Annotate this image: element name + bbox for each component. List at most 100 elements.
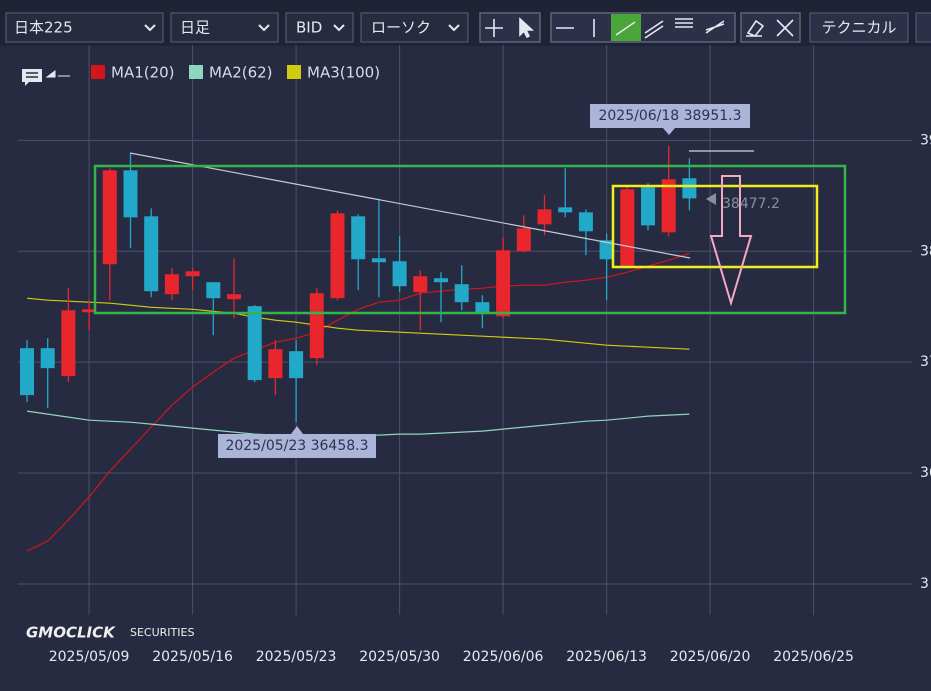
ma-line (26, 297, 690, 350)
candle-body (475, 302, 490, 313)
candle (661, 145, 676, 237)
chevron (144, 24, 156, 32)
tool-buttons (479, 12, 801, 43)
candle (330, 210, 345, 301)
more-button[interactable] (915, 12, 931, 43)
y-tick-label: 38 (920, 243, 931, 259)
symbol-dropdown[interactable]: 日本225 (5, 12, 164, 43)
dropdown-text: 日本225 (14, 19, 73, 37)
candle-body (82, 309, 97, 313)
candle-body (102, 170, 117, 265)
legend-swatch (91, 65, 105, 79)
candle (185, 268, 200, 291)
candle-body (144, 216, 159, 292)
legend-swatch (189, 65, 203, 79)
candle (620, 185, 635, 269)
candle (206, 282, 221, 336)
candle (413, 270, 428, 331)
x-tick-label: 2025/05/30 (359, 649, 440, 665)
candle-body (330, 213, 345, 299)
button-text: テクニカル (821, 19, 896, 37)
candle-body (454, 284, 469, 303)
style-dropdown[interactable]: ローソク (360, 12, 469, 43)
candle (268, 340, 283, 396)
period-dropdown[interactable]: 日足 (170, 12, 279, 43)
candle (641, 183, 655, 231)
candle (537, 195, 552, 236)
technical-button[interactable]: テクニカル (809, 12, 909, 43)
tooltip-box (590, 104, 750, 128)
logo-brand: GMOCLICK (26, 624, 116, 642)
chevron (448, 24, 460, 32)
logo: GMOCLICK SECURITIES (26, 624, 194, 642)
eraser-button[interactable] (746, 19, 765, 37)
legend-icon-lines (26, 72, 38, 78)
candle-body (371, 258, 386, 263)
candle (496, 237, 511, 319)
chevron (333, 24, 345, 32)
pointer-button[interactable] (519, 17, 535, 39)
legend-swatch (287, 65, 301, 79)
candle-body (558, 207, 573, 213)
candle-body (185, 271, 200, 277)
y-tick-label: 37 (920, 354, 931, 370)
crosshair-button[interactable] (485, 19, 503, 37)
button-group (740, 12, 801, 43)
tooltip-box (218, 434, 376, 458)
candle (82, 300, 97, 331)
chevron (258, 24, 270, 32)
legend-label: MA2(62) (209, 64, 273, 82)
grid: 39 38 37 36 3 2025/05/09 2025/05/16 2025/05/23 2… (18, 45, 931, 665)
down-arrow (709, 175, 753, 307)
fr-button[interactable] (675, 18, 693, 28)
candle (309, 288, 324, 366)
yellow-box (611, 184, 819, 269)
candle (247, 305, 262, 383)
candle (578, 209, 593, 256)
candle-body (268, 349, 283, 379)
x-tick-label: 2025/05/16 (152, 649, 233, 665)
price-dropdown[interactable]: BID (285, 12, 354, 43)
logo-sub: SECURITIES (130, 626, 194, 639)
drawings (93, 150, 847, 315)
ff-button[interactable] (705, 20, 725, 34)
candle-body (164, 274, 179, 295)
channel-button[interactable] (644, 20, 664, 39)
erase-all-button[interactable] (776, 19, 794, 37)
candle (164, 268, 179, 301)
trendline-icon (615, 21, 636, 36)
current-price: 38477.2 (722, 196, 780, 212)
legend-label: MA3(100) (307, 64, 380, 82)
candle-body (123, 170, 138, 218)
green-box (93, 164, 847, 315)
candle-body (309, 293, 324, 359)
candle-body (206, 282, 221, 299)
x-tick-label: 2025/06/06 (463, 649, 544, 665)
low-tooltip: 2025/05/23 36458.3 (225, 438, 368, 454)
candle-body (496, 250, 511, 317)
trend-line (129, 152, 691, 259)
candle (351, 214, 366, 291)
candle (454, 265, 469, 311)
ma-line (26, 252, 690, 552)
candle-body (289, 351, 304, 379)
candle-body (434, 278, 448, 283)
legend: MA1(20) MA2(62) MA3(100) (22, 64, 380, 86)
candle (371, 200, 386, 298)
x-tick-label: 2025/06/13 (566, 649, 647, 665)
candle-body (620, 189, 635, 268)
x-tick-label: 2025/05/23 (256, 649, 337, 665)
candle (289, 340, 304, 423)
candle (123, 153, 138, 249)
candle (61, 288, 76, 383)
tooltip-pointer (291, 426, 303, 434)
x-tick-label: 2025/06/25 (773, 649, 854, 665)
candle (227, 258, 241, 319)
candle-body (578, 212, 593, 232)
legend-icon (45, 70, 70, 78)
candle-body (599, 240, 614, 260)
candle (102, 168, 117, 301)
y-tick-label: 3 (920, 576, 929, 592)
candle-body (247, 306, 262, 381)
